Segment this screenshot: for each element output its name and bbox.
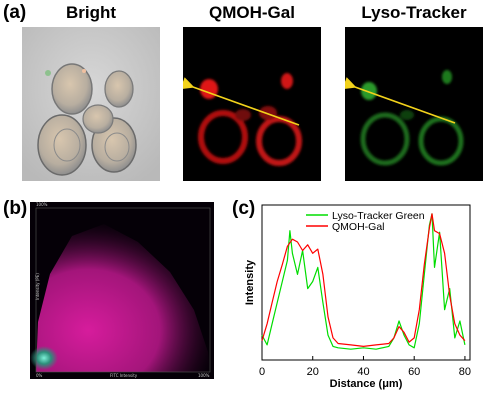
lyso-tracker-image xyxy=(345,27,483,181)
series-line-0 xyxy=(261,213,466,350)
qmoh-gal-image xyxy=(183,27,321,181)
bright-title: Bright xyxy=(65,3,117,22)
scatter-top-label: 100% xyxy=(36,202,48,207)
x-axis-title: Distance (μm) xyxy=(330,378,403,390)
y-axis-title: Intensity xyxy=(244,259,256,305)
scatter-origin-label: 0% xyxy=(36,373,43,378)
legend-label-0: Lyso-Tracker Green xyxy=(332,210,425,222)
panel-a-label: (a) xyxy=(3,2,27,23)
lyso-tracker-title: Lyso-Tracker xyxy=(361,3,467,22)
plot-frame xyxy=(261,204,471,361)
panel-c-label: (c) xyxy=(232,198,256,219)
panel-b-label: (b) xyxy=(3,198,28,219)
x-tick-label: 0 xyxy=(259,366,265,378)
scatter-x-axis-label: FITC Intensity xyxy=(110,373,138,378)
series-line-1 xyxy=(261,213,466,347)
qmoh-gal-title: QMOH-Gal xyxy=(209,3,295,22)
bright-field-image xyxy=(22,27,160,181)
colocalization-scatter: 100% 0% 100% FITC Intensity Intensity (P… xyxy=(30,202,214,379)
x-tick-label: 40 xyxy=(357,366,369,378)
x-tick-label: 60 xyxy=(408,366,420,378)
scatter-right-label: 100% xyxy=(198,373,210,378)
legend-label-1: QMOH-Gal xyxy=(332,221,385,233)
x-tick-label: 20 xyxy=(307,366,319,378)
x-tick-label: 80 xyxy=(459,366,471,378)
